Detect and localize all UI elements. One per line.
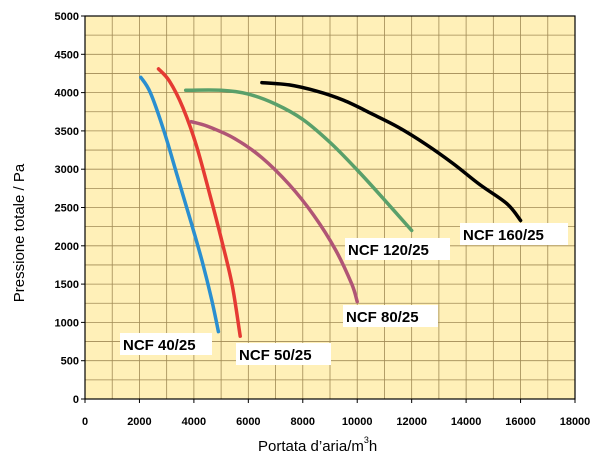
y-tick-label: 500 (61, 356, 79, 368)
y-ticks: 0 500 1000 1500 2000 2500 3000 3500 4000 4500 5000 (55, 11, 85, 406)
series-line-ncf-40-25 (139, 75, 221, 334)
y-tick-label: 3500 (55, 126, 79, 138)
x-axis-label-suffix: h (369, 438, 377, 455)
series-line-ncf-120-25 (183, 88, 414, 233)
x-tick-label: 14000 (451, 416, 482, 428)
series-label: NCF 160/25 (463, 227, 544, 244)
series-label-box (343, 305, 438, 327)
y-tick-label: 4000 (55, 88, 79, 100)
series-label-box (120, 333, 212, 355)
y-tick-label: 3000 (55, 164, 79, 176)
x-tick-label: 2000 (127, 416, 151, 428)
series-line-ncf-80-25 (189, 119, 359, 304)
series-labels: NCF 40/25 NCF 50/25 NCF 80/25 NCF 120/25 NCF… (120, 223, 568, 365)
series-line-ncf-50-25 (156, 67, 242, 338)
x-axis-label: Portata d’aria/m3h (258, 435, 377, 455)
x-axis-label-main: Portata d’aria/m (258, 438, 364, 455)
x-tick-label: 16000 (505, 416, 536, 428)
series-label: NCF 40/25 (123, 337, 196, 354)
y-tick-label: 0 (73, 394, 79, 406)
y-tick-label: 1500 (55, 279, 79, 291)
series-label: NCF 120/25 (348, 242, 429, 259)
series-label-box (460, 223, 568, 245)
series-label-box (345, 238, 450, 260)
y-tick-label: 2000 (55, 241, 79, 253)
x-axis-label-superscript: 3 (364, 435, 369, 445)
series-label: NCF 80/25 (346, 309, 419, 326)
series-line-ncf-160-25 (260, 80, 523, 223)
x-ticks: 0 2000 4000 6000 8000 10000 12000 14000 16000 180… (82, 399, 590, 428)
y-tick-label: 5000 (55, 11, 79, 23)
x-tick-label: 4000 (182, 416, 206, 428)
series-label: NCF 50/25 (239, 347, 312, 364)
x-tick-label: 6000 (236, 416, 260, 428)
series-lines (139, 67, 523, 338)
x-tick-label: 18000 (560, 416, 591, 428)
y-tick-label: 1000 (55, 317, 79, 329)
x-tick-label: 12000 (396, 416, 427, 428)
series-label-box (236, 343, 331, 365)
y-axis-label: Pressione totale / Pa (11, 163, 28, 302)
y-tick-label: 2500 (55, 203, 79, 215)
x-tick-label: 10000 (342, 416, 373, 428)
x-tick-label: 0 (82, 416, 88, 428)
x-tick-label: 8000 (291, 416, 315, 428)
y-tick-label: 4500 (55, 49, 79, 61)
